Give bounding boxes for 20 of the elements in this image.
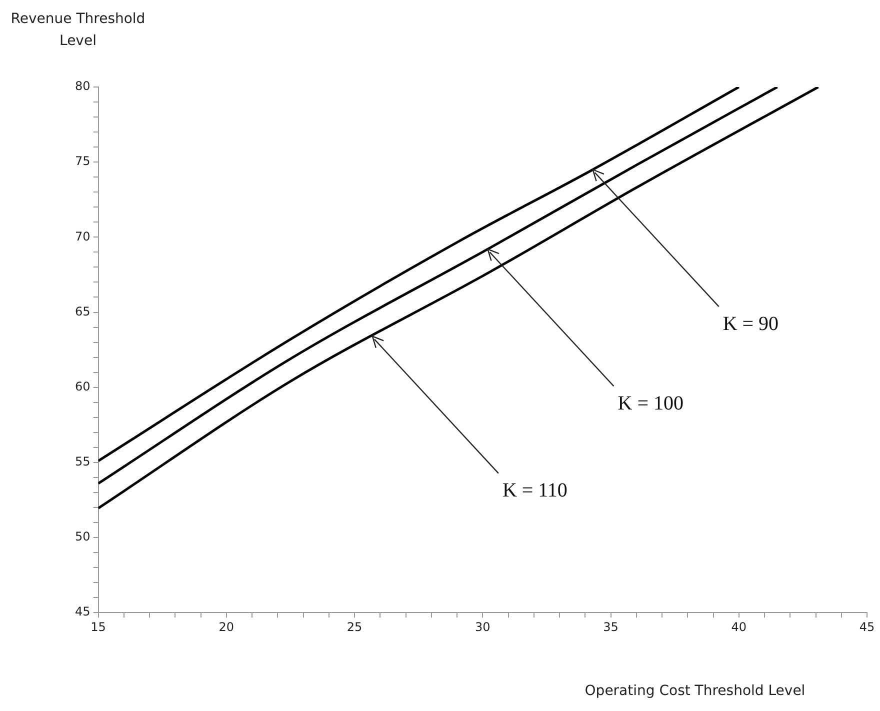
y-tick-label: 60	[74, 379, 90, 394]
x-tick-label: 35	[603, 620, 618, 634]
annotation: K = 90	[722, 312, 779, 335]
y-tick-label: 65	[74, 304, 90, 318]
y-axis-title: Revenue Threshold Level	[10, 10, 146, 51]
annotation: K = 110	[502, 480, 568, 502]
x-tick-label: 25	[346, 620, 362, 634]
x-axis-title: Operating Cost Threshold Level	[584, 683, 806, 699]
y-tick-label: 70	[74, 229, 90, 244]
x-tick-label: 40	[731, 620, 747, 634]
x-tick-label: 15	[90, 620, 106, 634]
x-tick-label: 45	[859, 620, 875, 634]
y-tick-label: 75	[74, 154, 90, 168]
y-tick-label: 55	[74, 454, 90, 469]
y-tick-label: 80	[74, 79, 90, 94]
annotation: K = 100	[618, 392, 684, 414]
y-tick-label: 50	[74, 530, 90, 544]
x-tick-label: 20	[218, 620, 234, 634]
x-tick-label: 30	[474, 620, 490, 634]
y-tick-label: 45	[74, 604, 90, 619]
